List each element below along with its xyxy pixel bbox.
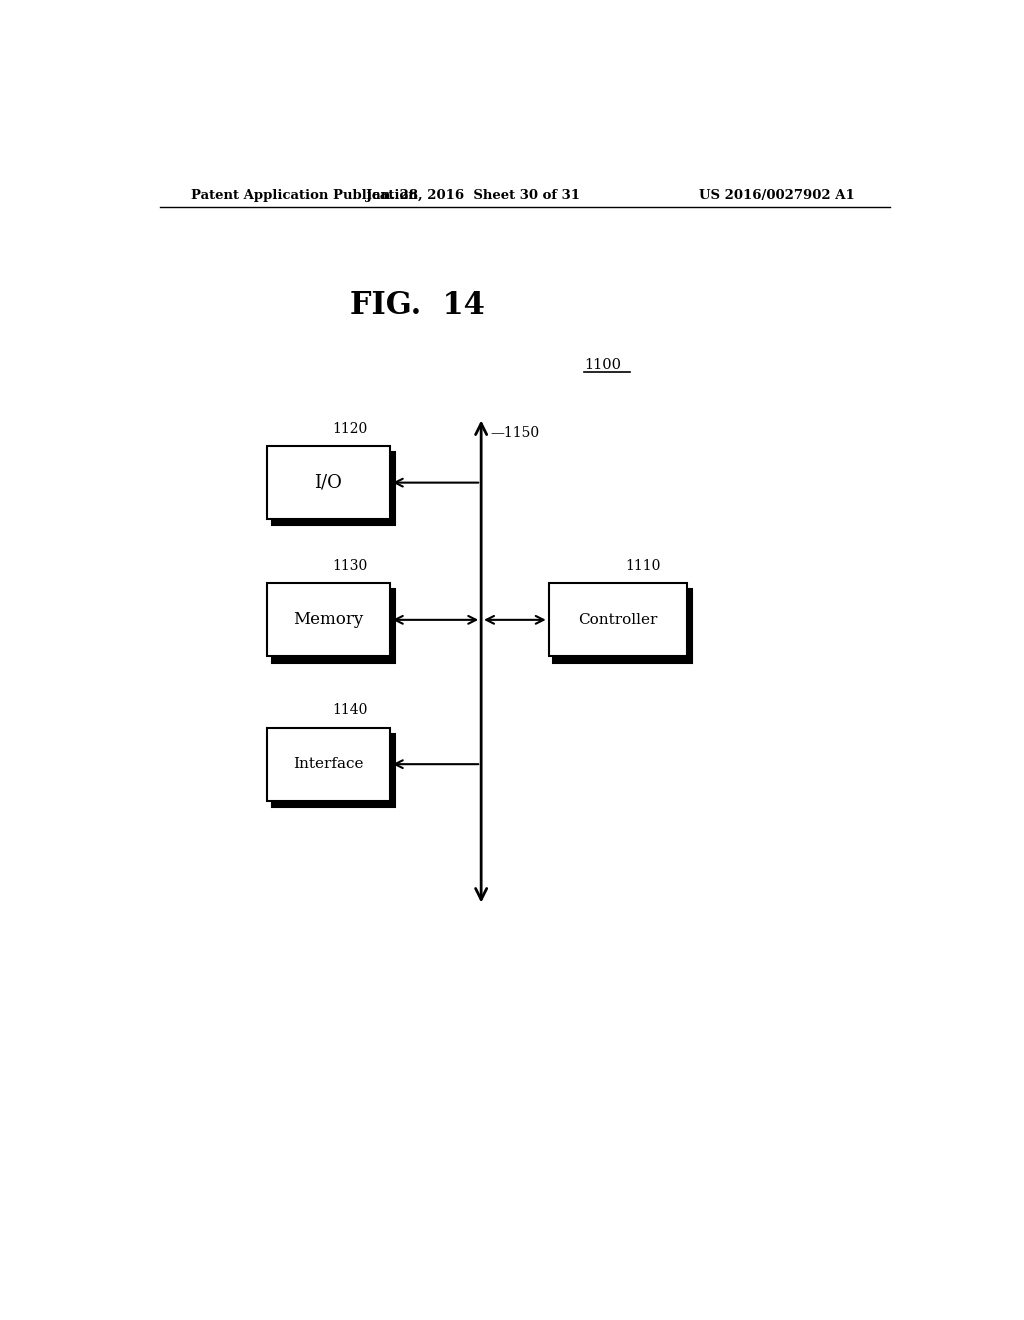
Bar: [267, 727, 390, 801]
Text: 1130: 1130: [333, 560, 368, 573]
Bar: [549, 583, 687, 656]
Text: Jan. 28, 2016  Sheet 30 of 31: Jan. 28, 2016 Sheet 30 of 31: [367, 189, 581, 202]
Text: Interface: Interface: [293, 758, 364, 771]
Bar: [271, 734, 394, 807]
Text: 1110: 1110: [625, 560, 660, 573]
Bar: [267, 446, 390, 519]
Text: Controller: Controller: [579, 612, 657, 627]
Text: —1150: —1150: [490, 426, 540, 440]
Bar: [267, 583, 390, 656]
Text: US 2016/0027902 A1: US 2016/0027902 A1: [699, 189, 855, 202]
Bar: [271, 589, 394, 663]
Text: 1120: 1120: [333, 422, 368, 436]
Text: Patent Application Publication: Patent Application Publication: [191, 189, 418, 202]
Text: FIG.  14: FIG. 14: [350, 290, 485, 321]
Text: I/O: I/O: [314, 474, 342, 491]
Text: 1100: 1100: [585, 358, 622, 372]
Bar: [553, 589, 692, 663]
Bar: [271, 453, 394, 525]
Text: 1140: 1140: [333, 704, 368, 718]
Text: Memory: Memory: [293, 611, 364, 628]
